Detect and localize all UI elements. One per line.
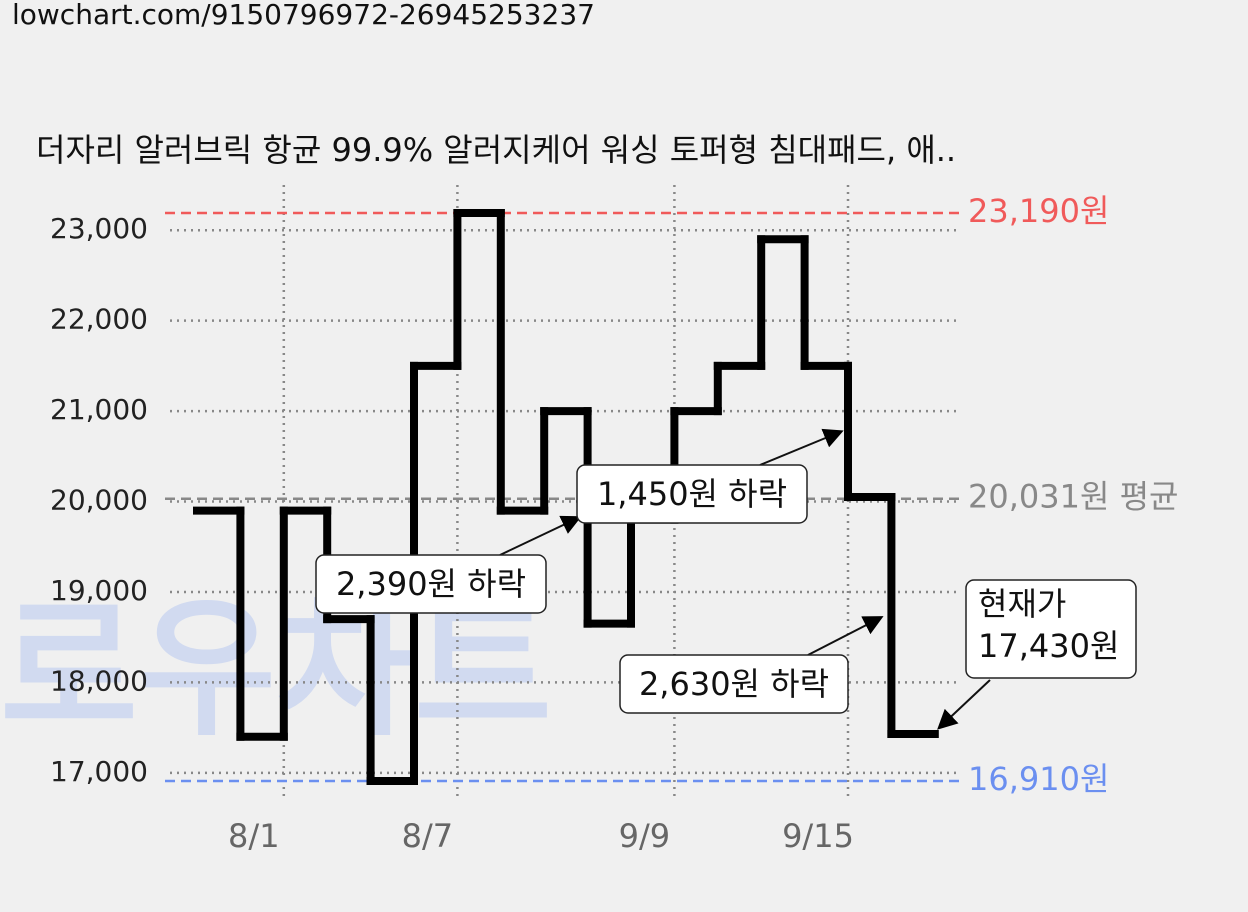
annotation: 2,390원 하락 [336, 565, 526, 603]
reference-label: 23,190원 [968, 192, 1109, 230]
y-tick-label: 19,000 [50, 574, 148, 607]
annotation-box [576, 464, 808, 524]
x-tick-label: 8/1 [228, 817, 280, 855]
y-tick-label: 21,000 [50, 393, 148, 426]
y-tick-label: 23,000 [50, 212, 148, 245]
y-tick-label: 17,000 [50, 755, 148, 788]
annotation-box [965, 579, 1137, 679]
chart-title: 더자리 알러브릭 항균 99.9% 알러지케어 워싱 토퍼형 침대패드, 애.. [36, 131, 956, 169]
y-tick-label: 18,000 [50, 664, 148, 697]
x-tick-label: 8/7 [402, 817, 454, 855]
annotation-box [315, 554, 547, 614]
arrow [759, 428, 844, 466]
annotation: 1,450원 하락 [597, 475, 787, 513]
arrow [499, 515, 582, 556]
annotation: 현재가 [978, 585, 1066, 623]
arrow [807, 616, 884, 656]
reference-label: 16,910원 [968, 760, 1109, 798]
arrow [937, 679, 991, 730]
y-tick-label: 22,000 [50, 303, 148, 336]
x-tick-label: 9/15 [782, 817, 854, 855]
y-tick-label: 20,000 [50, 484, 148, 517]
x-tick-label: 9/9 [619, 817, 671, 855]
annotation: 2,630원 하락 [639, 665, 829, 703]
url: lowchart.com/9150796972-26945253237 [12, 0, 595, 31]
annotation-box [619, 654, 849, 714]
reference-label: 20,031원 평균 [968, 478, 1178, 516]
annotation: 17,430원 [978, 627, 1119, 665]
